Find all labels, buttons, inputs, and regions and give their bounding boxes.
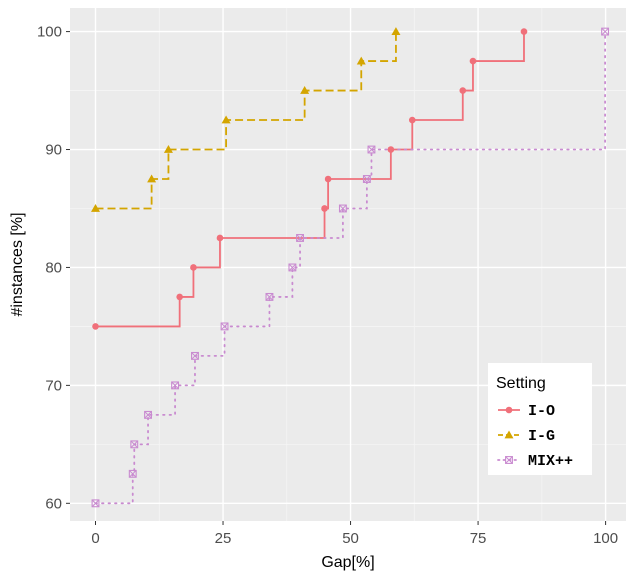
x-tick-label: 100 — [593, 530, 618, 547]
y-tick-label: 80 — [45, 259, 62, 276]
marker-box — [296, 234, 305, 242]
data-point-i-o — [408, 116, 416, 124]
marker-cross — [288, 263, 297, 272]
data-point-i-g — [221, 115, 231, 124]
x-tick-label: 75 — [470, 530, 487, 547]
data-point-i-o — [176, 293, 183, 301]
legend-key-marker — [504, 430, 514, 439]
marker-box — [338, 204, 347, 213]
data-point-i-g — [147, 174, 157, 183]
data-point-i-g — [91, 203, 101, 212]
gridlines — [70, 8, 626, 521]
data-point-i-o — [469, 57, 477, 65]
marker-cross — [128, 470, 137, 478]
series-markers — [91, 27, 610, 508]
data-point-mix- — [128, 469, 137, 478]
y-axis-title: #instances [%] — [9, 212, 26, 316]
data-point-i-o — [92, 323, 99, 330]
y-tick-label: 60 — [45, 495, 62, 512]
marker-box — [265, 292, 274, 301]
data-point-i-g — [391, 27, 401, 35]
marker-cross — [130, 440, 139, 449]
legend-label: I-G — [528, 428, 555, 445]
legend: Setting I-O I-G MIX++ — [488, 363, 592, 475]
data-point-mix- — [171, 381, 180, 390]
marker-box — [91, 499, 100, 508]
marker-cross — [171, 381, 179, 390]
data-point-i-o — [216, 234, 224, 242]
legend-title: Setting — [496, 375, 546, 392]
axis-ticks: 0 25 50 75 100 60 70 80 90 100 — [37, 24, 618, 547]
x-axis-title: Gap[%] — [321, 554, 374, 571]
marker-box — [288, 263, 297, 272]
legend-label: MIX++ — [528, 453, 573, 470]
legend-item: MIX++ — [497, 453, 573, 470]
marker-cross — [265, 293, 274, 301]
data-point-i-o — [520, 28, 528, 35]
data-point-mix- — [338, 204, 347, 213]
x-tick-label: 25 — [215, 530, 232, 547]
data-point-mix- — [265, 292, 274, 301]
marker-box — [144, 410, 152, 419]
data-point-mix- — [191, 351, 199, 360]
data-point-i-o — [324, 175, 332, 183]
legend-label: I-O — [528, 403, 555, 420]
y-tick-label: 100 — [37, 24, 62, 41]
y-tick-label: 70 — [45, 377, 62, 394]
data-point-mix- — [362, 175, 371, 183]
marker-cross — [191, 352, 199, 360]
legend-key-marker — [505, 406, 513, 414]
marker-cross — [91, 499, 100, 508]
data-point-mix- — [288, 263, 297, 272]
marker-cross — [367, 145, 376, 154]
data-point-mix- — [601, 27, 610, 36]
marker-box — [367, 145, 376, 154]
marker-cross — [601, 27, 609, 36]
marker-box — [191, 351, 199, 360]
marker-box — [128, 469, 137, 478]
data-point-i-o — [321, 205, 328, 212]
series-line-mix- — [94, 30, 606, 505]
data-point-i-o — [459, 87, 467, 94]
data-point-i-g — [356, 56, 366, 65]
marker-box — [601, 27, 610, 36]
data-point-i-o — [190, 264, 197, 271]
data-point-mix- — [220, 322, 229, 331]
legend-item: I-O — [498, 403, 555, 420]
data-point-mix- — [367, 145, 376, 154]
marker-cross — [363, 175, 371, 183]
marker-cross — [144, 411, 152, 419]
data-point-mix- — [296, 234, 305, 242]
marker-box — [220, 322, 229, 331]
marker-cross — [220, 322, 229, 331]
marker-box — [130, 440, 139, 449]
data-point-i-g — [163, 145, 173, 153]
marker-cross — [505, 456, 513, 464]
marker-cross — [296, 234, 304, 242]
legend-key-marker — [505, 456, 513, 464]
x-tick-label: 50 — [342, 530, 359, 547]
marker-box — [362, 175, 371, 183]
marker-box — [505, 456, 513, 464]
data-point-mix- — [91, 499, 100, 508]
x-tick-label: 0 — [91, 530, 99, 547]
legend-item: I-G — [498, 428, 555, 445]
data-point-i-o — [387, 146, 395, 153]
y-tick-label: 90 — [45, 142, 62, 159]
data-point-mix- — [130, 440, 139, 449]
data-point-mix- — [144, 410, 152, 419]
marker-box — [171, 381, 180, 390]
marker-cross — [339, 204, 347, 213]
data-point-i-g — [300, 86, 310, 94]
